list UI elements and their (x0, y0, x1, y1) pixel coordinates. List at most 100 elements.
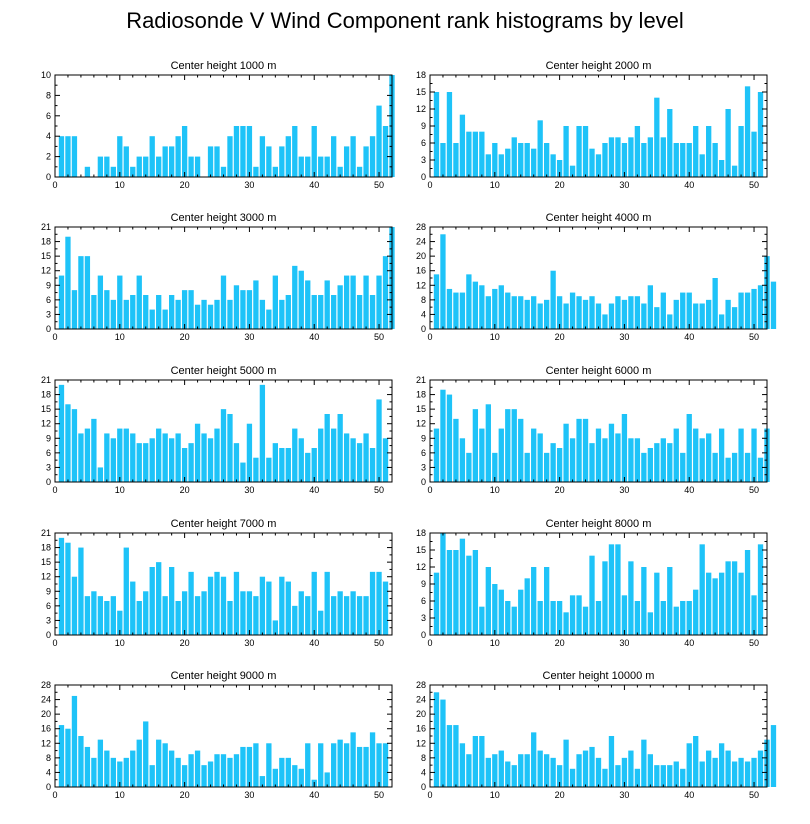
bar (485, 567, 491, 635)
x-tick-label: 0 (52, 485, 57, 495)
bar (725, 299, 731, 329)
bar (149, 309, 155, 329)
bar (718, 314, 725, 329)
bar (615, 137, 621, 177)
x-tick-label: 10 (115, 332, 125, 342)
bar (104, 750, 110, 787)
bar (654, 572, 660, 635)
bar (285, 581, 291, 635)
bar (589, 746, 595, 787)
y-tick-label: 16 (416, 724, 426, 734)
bar (433, 274, 440, 329)
x-tick-label: 40 (309, 485, 319, 495)
bar (78, 547, 84, 635)
bar (518, 754, 524, 787)
bar (582, 299, 589, 329)
bar (298, 591, 304, 635)
bar (511, 409, 517, 482)
bar (227, 299, 233, 329)
bar (285, 448, 291, 482)
bar (595, 601, 602, 635)
y-tick-label: 0 (421, 782, 426, 792)
bar (78, 736, 84, 787)
bar (305, 452, 311, 482)
bar (511, 765, 517, 787)
bar (382, 438, 389, 482)
panel-6: Center height 6000 m 0 10 20 30 40 50 0 3 6 9 12 15 1… (416, 365, 770, 495)
panel-title: Center height 6000 m (546, 365, 652, 377)
bar (285, 295, 291, 329)
bar (123, 299, 129, 329)
bar (227, 757, 233, 787)
bar (498, 589, 504, 635)
y-tick-label: 18 (416, 390, 426, 400)
bar (706, 299, 712, 329)
bar (259, 776, 266, 787)
x-tick-label: 20 (180, 638, 190, 648)
bar (602, 768, 608, 787)
bar (731, 761, 738, 787)
bar (667, 109, 673, 177)
bar (472, 131, 479, 177)
bar (350, 275, 356, 329)
bar (292, 765, 298, 787)
bar (318, 156, 324, 177)
bar (544, 567, 550, 635)
bar (615, 765, 621, 787)
bar (531, 148, 537, 177)
bar (84, 256, 91, 329)
bar (175, 757, 181, 787)
bar (169, 567, 175, 635)
bar (331, 428, 337, 482)
bar (240, 126, 246, 177)
bar (123, 428, 129, 482)
bar (544, 299, 550, 329)
bar (582, 126, 589, 177)
x-tick-label: 50 (374, 180, 384, 190)
bar (725, 109, 731, 177)
bar (337, 285, 343, 329)
x-tick-label: 10 (115, 180, 125, 190)
bar (233, 754, 240, 787)
bar (667, 443, 673, 482)
bar (233, 285, 240, 329)
bar (117, 275, 123, 329)
panel-title: Center height 2000 m (546, 60, 652, 72)
x-tick-label: 0 (427, 332, 432, 342)
bar (544, 452, 550, 482)
bar (608, 303, 615, 329)
bar (266, 743, 272, 787)
y-tick-label: 15 (416, 87, 426, 97)
bar (253, 280, 259, 329)
y-tick-label: 12 (41, 266, 51, 276)
x-tick-label: 0 (427, 638, 432, 648)
bar (686, 601, 692, 635)
bar (240, 746, 246, 787)
bar (440, 234, 446, 329)
bar (136, 443, 142, 482)
panel-title: Center height 5000 m (171, 365, 277, 377)
y-tick-label: 6 (421, 596, 426, 606)
bar (331, 596, 337, 635)
bar (214, 428, 220, 482)
bar (466, 555, 472, 635)
bar (576, 418, 582, 482)
bar (731, 452, 738, 482)
y-tick-label: 4 (421, 309, 426, 319)
bar (207, 576, 214, 635)
y-tick-label: 0 (421, 172, 426, 182)
bar (621, 414, 628, 482)
bar (537, 433, 543, 482)
bar (58, 136, 65, 177)
panel-7: Center height 7000 m 0 10 20 30 40 50 0 3 6 9 12 15 1… (41, 518, 393, 648)
bar (279, 146, 285, 177)
bar (356, 166, 363, 177)
y-tick-label: 9 (421, 579, 426, 589)
bar (181, 591, 188, 635)
bar (337, 414, 343, 482)
bar (376, 105, 382, 177)
bar (667, 314, 673, 329)
bar (459, 743, 466, 787)
bar (433, 428, 440, 482)
